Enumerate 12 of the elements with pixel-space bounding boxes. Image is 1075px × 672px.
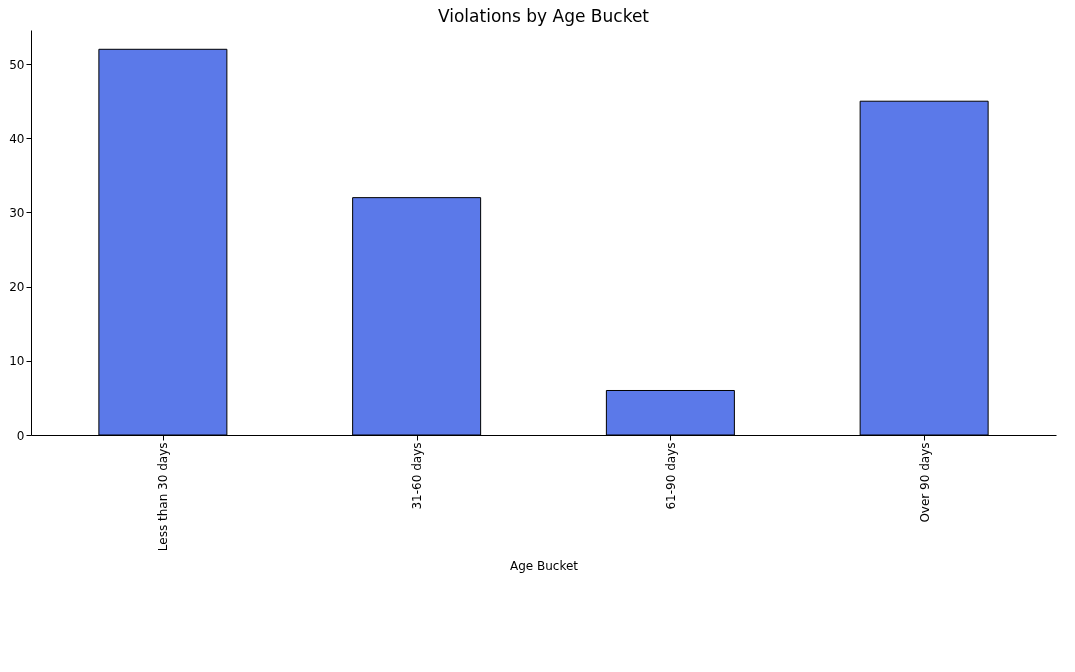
x-tick-label: Over 90 days bbox=[917, 442, 932, 523]
x-tick-label: Less than 30 days bbox=[156, 442, 171, 552]
y-tick-label: 50 bbox=[9, 57, 25, 72]
y-tick-label: 40 bbox=[9, 131, 25, 146]
chart-title: Violations by Age Bucket bbox=[437, 6, 650, 26]
y-tick-label: 30 bbox=[9, 205, 25, 220]
x-axis-title: Age Bucket bbox=[509, 559, 579, 574]
y-tick-label: 10 bbox=[9, 354, 25, 369]
x-tick-label: 61-90 days bbox=[663, 442, 678, 510]
x-tick-label: 31-60 days bbox=[410, 442, 425, 510]
y-tick-label: 0 bbox=[16, 428, 25, 443]
y-tick-label: 20 bbox=[9, 280, 25, 295]
